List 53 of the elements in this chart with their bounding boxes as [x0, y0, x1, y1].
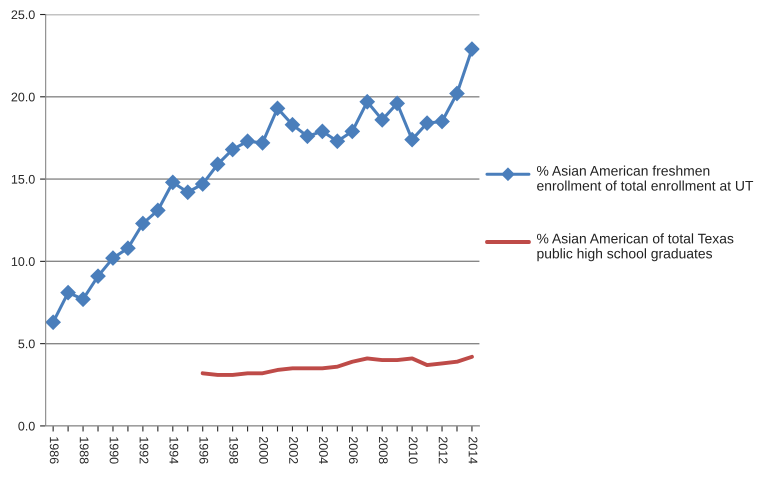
- point: [374, 112, 390, 128]
- point: [60, 285, 76, 300]
- x-tick-label: 1986: [50, 437, 59, 464]
- x-tick-label: 2004: [319, 436, 328, 464]
- legend-label: % Asian American of total Texas public high school graduates: [537, 233, 734, 262]
- y-tick-label: 20.0: [12, 92, 35, 102]
- point: [404, 132, 420, 148]
- point: [165, 174, 180, 190]
- x-tick-label: 2010: [408, 436, 418, 464]
- x-tick-label: 1994: [169, 437, 178, 464]
- point: [225, 142, 240, 158]
- point: [360, 94, 375, 110]
- point: [314, 124, 330, 139]
- x-tick-label: 2012: [438, 436, 448, 464]
- x-tick-label: 2008: [378, 436, 388, 464]
- point: [330, 134, 345, 149]
- line-series: [200, 354, 474, 377]
- x-tick-label: 1996: [199, 437, 208, 464]
- x-tick-label: 2014: [468, 436, 478, 464]
- point: [240, 134, 256, 149]
- point: [90, 268, 106, 284]
- point: [344, 124, 360, 139]
- point: [46, 314, 61, 330]
- point: [300, 128, 315, 144]
- point: [464, 42, 480, 57]
- x-tick-label: 2000: [259, 436, 268, 464]
- y-tick-label: 5.0: [18, 339, 35, 348]
- point: [105, 250, 121, 266]
- point: [270, 100, 286, 116]
- point: [390, 96, 405, 111]
- point: [150, 202, 166, 218]
- point: [434, 114, 450, 130]
- point: [180, 184, 196, 200]
- x-tick-label: 2002: [289, 436, 298, 464]
- x-tick-label: 1998: [229, 437, 238, 464]
- x-tick-label: 1992: [140, 437, 148, 464]
- x-tick-label: 1988: [80, 437, 89, 464]
- point: [195, 176, 210, 192]
- y-tick-label: 10.0: [12, 257, 35, 266]
- point: [210, 156, 226, 172]
- y-tick-label: 0.0: [18, 422, 35, 431]
- point: [284, 117, 300, 132]
- x-tick-label: 1990: [110, 437, 118, 464]
- point: [420, 116, 435, 131]
- point: [135, 216, 150, 232]
- legend-label: % Asian American freshmen enrollment of total enrollment at UT: [537, 166, 754, 191]
- y-tick-label: 15.0: [12, 174, 35, 184]
- x-tick-label: 2006: [348, 436, 358, 464]
- point: [254, 135, 270, 150]
- point: [120, 240, 136, 256]
- point: [75, 292, 91, 307]
- y-tick-label: 25.0: [12, 10, 35, 20]
- point: [449, 86, 465, 102]
